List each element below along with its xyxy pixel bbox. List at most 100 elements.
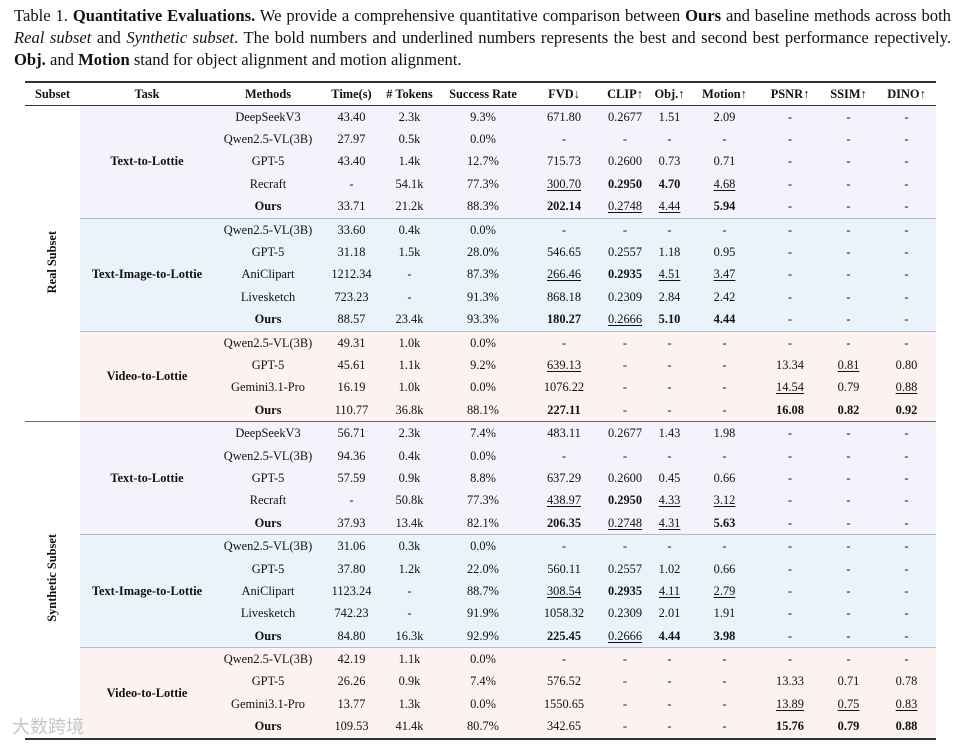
cell-text: -: [904, 245, 909, 260]
value-cell: 36.8k: [381, 399, 438, 422]
cell-text: -: [667, 222, 672, 237]
value-cell: -: [877, 421, 936, 445]
value-cell: 0.82: [820, 399, 877, 422]
cell-text: Qwen2.5-VL(3B): [223, 335, 313, 350]
cell-text: 1.18: [658, 245, 681, 260]
cell-text: -: [904, 222, 909, 237]
table-row: GPT-5 45.61 1.1k 9.2% 639.13 - - - 13.34 0.81 0.80: [25, 354, 936, 377]
method-cell: Ours: [214, 716, 322, 739]
value-cell: 0.95: [689, 241, 760, 263]
cell-text: -: [787, 628, 793, 643]
value-cell: 868.18: [528, 286, 600, 308]
value-cell: 1.02: [650, 558, 689, 580]
cell-text: -: [846, 312, 851, 327]
results-table: Subset Task Methods Time(s) # Tokens Success …: [25, 81, 936, 740]
cell-text: -: [846, 515, 851, 530]
value-cell: -: [650, 128, 689, 150]
method-cell: Gemini3.1-Pro: [214, 693, 322, 715]
column-header: Time(s): [322, 82, 381, 106]
value-cell: 0.0%: [438, 377, 528, 399]
value-cell: 0.2935: [600, 264, 650, 286]
cell-text: -: [622, 357, 628, 372]
value-cell: -: [820, 647, 877, 671]
cell-text: 0.4k: [398, 448, 421, 463]
method-cell: Ours: [214, 196, 322, 219]
value-cell: 206.35: [528, 512, 600, 535]
cell-text: -: [622, 719, 628, 734]
table-row: Ours 37.93 13.4k 82.1% 206.35 0.2748 4.31 5.63 -…: [25, 512, 936, 535]
cell-text: -: [846, 561, 851, 576]
cell-text: 33.60: [337, 222, 366, 237]
value-cell: 88.3%: [438, 196, 528, 219]
cell-text: 77.3%: [466, 176, 499, 191]
cell-text: 576.52: [546, 674, 582, 689]
value-cell: -: [820, 106, 877, 129]
cell-text: -: [407, 267, 412, 282]
value-cell: -: [689, 399, 760, 422]
caption-text: Real subset: [14, 28, 92, 47]
value-cell: 1.1k: [381, 647, 438, 671]
cell-text: 56.71: [337, 426, 366, 441]
value-cell: 2.84: [650, 286, 689, 308]
cell-text: 1.2k: [398, 561, 421, 576]
cell-text: 0.71: [837, 674, 860, 689]
cell-text: -: [904, 470, 909, 485]
value-cell: 12.7%: [438, 151, 528, 173]
value-cell: 0.0%: [438, 693, 528, 715]
cell-text: 87.3%: [466, 267, 499, 282]
value-cell: -: [650, 445, 689, 467]
cell-text: 4.33: [658, 493, 681, 508]
value-cell: 37.80: [322, 558, 381, 580]
cell-text: -: [561, 539, 567, 554]
cell-text: 4.44: [713, 312, 736, 327]
cell-text: -: [349, 493, 354, 508]
cell-text: 0.88: [895, 719, 918, 734]
cell-text: 202.14: [546, 199, 582, 214]
value-cell: 13.4k: [381, 512, 438, 535]
cell-text: 227.11: [547, 402, 581, 417]
value-cell: 57.59: [322, 467, 381, 489]
cell-text: 0.71: [713, 154, 736, 169]
value-cell: -: [820, 603, 877, 625]
value-cell: -: [820, 128, 877, 150]
value-cell: 0.88: [877, 716, 936, 739]
value-cell: -: [760, 512, 820, 535]
cell-text: -: [722, 696, 727, 711]
value-cell: 110.77: [322, 399, 381, 422]
cell-text: 4.31: [658, 515, 681, 530]
value-cell: 0.71: [820, 671, 877, 693]
cell-text: AniClipart: [241, 267, 295, 282]
value-cell: 0.0%: [438, 330, 528, 355]
cell-text: 15.76: [776, 719, 804, 734]
cell-text: 94.36: [337, 448, 366, 463]
cell-text: -: [722, 335, 727, 350]
table-row: Gemini3.1-Pro 16.19 1.0k 0.0% 1076.22 - - - 14.5…: [25, 376, 936, 400]
value-cell: 0.78: [877, 671, 936, 693]
value-cell: -: [877, 173, 936, 195]
value-cell: -: [877, 196, 936, 219]
cell-text: -: [787, 561, 793, 576]
method-cell: Ours: [214, 512, 322, 535]
method-cell: DeepSeekV3: [214, 106, 322, 129]
value-cell: -: [820, 330, 877, 355]
value-cell: 3.12: [689, 490, 760, 512]
cell-text: 0.2557: [607, 245, 643, 260]
cell-text: Ours: [254, 312, 282, 327]
value-cell: 4.44: [650, 196, 689, 219]
value-cell: -: [650, 354, 689, 376]
cell-text: -: [904, 312, 909, 327]
subset-label: Real Subset: [45, 230, 59, 293]
cell-text: 0.0%: [470, 380, 496, 395]
cell-text: -: [407, 583, 412, 598]
value-cell: 1.18: [650, 241, 689, 263]
cell-text: -: [667, 132, 672, 147]
value-cell: 22.0%: [438, 558, 528, 580]
cell-text: 0.2600: [607, 470, 643, 485]
cell-text: 0.0%: [470, 132, 496, 147]
column-header: Task: [80, 82, 214, 106]
cell-text: 28.0%: [466, 245, 499, 260]
value-cell: -: [877, 512, 936, 535]
value-cell: -: [820, 241, 877, 263]
value-cell: 14.54: [760, 377, 820, 399]
value-cell: 225.45: [528, 625, 600, 648]
